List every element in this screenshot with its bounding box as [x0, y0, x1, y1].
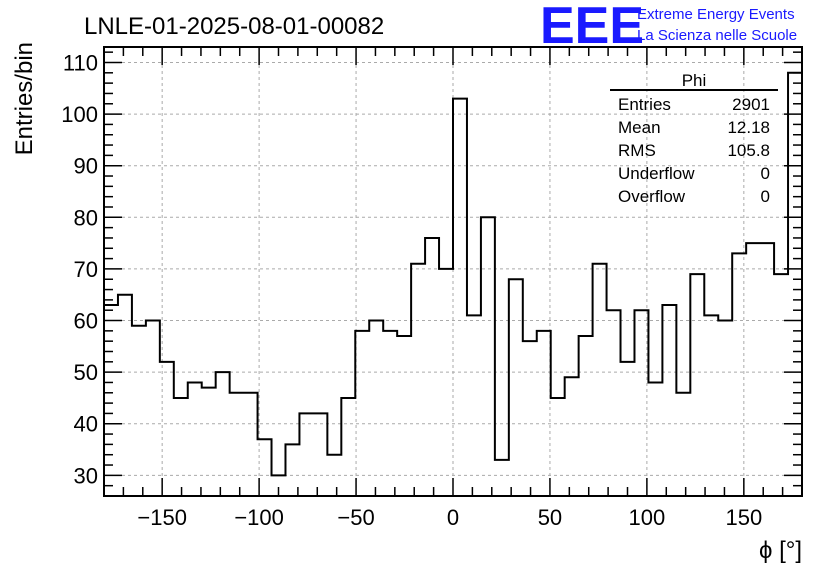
- logo-mark: EEE: [540, 0, 644, 55]
- x-tick-label: 150: [725, 505, 762, 530]
- axis-ticks: [103, 47, 803, 496]
- stats-row-value: 0: [761, 187, 770, 206]
- logo-line-1: Extreme Energy Events: [637, 6, 795, 23]
- x-tick-label: −50: [337, 505, 374, 530]
- stats-row-value: 105.8: [727, 141, 770, 160]
- x-tick-label: −100: [234, 505, 284, 530]
- logo-line-2: La Scienza nelle Scuole: [637, 27, 797, 44]
- y-tick-label: 110: [63, 50, 98, 75]
- eee-logo: EEE Extreme Energy Events La Scienza nel…: [540, 0, 797, 55]
- x-tick-label: −150: [137, 505, 187, 530]
- stats-row-label: Entries: [618, 95, 671, 114]
- y-tick-label: 30: [74, 463, 98, 488]
- y-tick-label: 60: [74, 309, 98, 334]
- stats-box: Phi Entries 2901 Mean 12.18 RMS 105.8 Underflo…: [610, 71, 778, 206]
- stats-row-label: Mean: [618, 118, 661, 137]
- stats-row-value: 0: [761, 164, 770, 183]
- x-tick-label: 0: [447, 505, 459, 530]
- y-tick-label: 70: [74, 257, 98, 282]
- stats-row-label: Overflow: [618, 187, 686, 206]
- y-tick-label: 50: [74, 360, 98, 385]
- x-tick-labels: −150 −100 −50 0 50 100 150: [137, 505, 762, 530]
- stats-row-value: 12.18: [727, 118, 770, 137]
- y-tick-label: 40: [74, 412, 98, 437]
- stats-row-value: 2901: [732, 95, 770, 114]
- histogram-line: [104, 71, 802, 477]
- stats-row-label: RMS: [618, 141, 656, 160]
- stats-rows: Entries 2901 Mean 12.18 RMS 105.8 Underflow 0 Ov…: [618, 95, 770, 206]
- x-tick-label: 50: [538, 505, 562, 530]
- y-tick-label: 90: [74, 154, 98, 179]
- y-tick-label: 100: [61, 102, 98, 127]
- x-axis-title: ϕ [°]: [759, 537, 802, 564]
- y-tick-labels: 30 40 50 60 70 80 90 100 110: [61, 50, 98, 488]
- stats-row-label: Underflow: [618, 164, 695, 183]
- x-tick-label: 100: [629, 505, 666, 530]
- stats-name: Phi: [682, 71, 707, 90]
- chart-title: LNLE-01-2025-08-01-00082: [84, 13, 384, 40]
- y-tick-label: 80: [74, 205, 98, 230]
- y-axis-title: Entries/bin: [11, 42, 38, 155]
